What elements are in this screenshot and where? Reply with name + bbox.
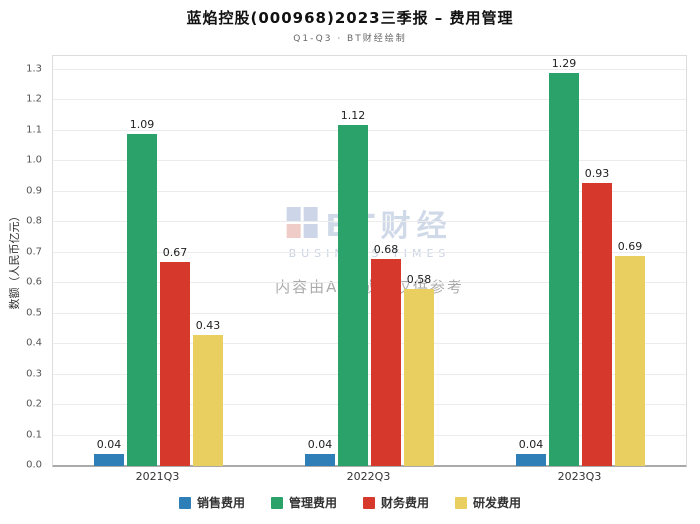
gridline <box>53 68 686 70</box>
bar-财务费用-2021Q3: 0.67 <box>160 246 190 466</box>
y-tick-label: 1.0 <box>26 154 42 166</box>
bar-财务费用-2022Q3: 0.68 <box>371 243 401 466</box>
gridline <box>53 312 686 314</box>
bar-销售费用-2023Q3: 0.04 <box>516 438 546 466</box>
bar-value-label: 0.04 <box>518 437 544 451</box>
gridline <box>53 190 686 192</box>
y-tick-label: 0.7 <box>26 246 42 258</box>
bar-value-label: 1.09 <box>129 117 155 131</box>
bar-研发费用-2023Q3: 0.69 <box>615 240 645 466</box>
bar-group-2023Q3: 0.04 1.29 0.93 0.69 <box>515 56 647 466</box>
bar-value-label: 0.04 <box>307 437 333 451</box>
y-tick-label: 0.0 <box>26 459 42 471</box>
bar-group-2022Q3: 0.04 1.12 0.68 0.58 <box>304 56 436 466</box>
legend-swatch <box>363 496 375 509</box>
x-tick-label-2022Q3: 2022Q3 <box>346 470 391 483</box>
legend: 销售费用 管理费用 财务费用 研发费用 <box>0 494 700 511</box>
y-tick-label: 0.3 <box>26 368 42 380</box>
bar-value-label: 0.43 <box>195 318 221 332</box>
bar-value-label: 1.29 <box>551 56 577 70</box>
y-tick-label: 0.5 <box>26 307 42 319</box>
bar-group-2021Q3: 0.04 1.09 0.67 0.43 <box>93 56 225 466</box>
gridline <box>53 282 686 284</box>
legend-item-管理费用: 管理费用 <box>270 494 337 511</box>
gridline <box>53 251 686 253</box>
bar-管理费用-2023Q3: 1.29 <box>549 57 579 466</box>
legend-item-销售费用: 销售费用 <box>178 494 245 511</box>
gridline <box>53 129 686 131</box>
legend-item-财务费用: 财务费用 <box>363 494 429 511</box>
bar-研发费用-2022Q3: 0.58 <box>404 273 434 466</box>
bar-销售费用-2021Q3: 0.04 <box>94 438 124 466</box>
legend-swatch <box>270 496 283 509</box>
gridline <box>53 434 686 436</box>
y-tick-label: 0.6 <box>26 276 42 288</box>
y-tick-label: 0.9 <box>26 185 42 197</box>
gridline <box>53 221 686 223</box>
y-tick-label: 0.2 <box>26 398 42 410</box>
bar-groups: 0.04 1.09 0.67 0.43 0.04 1.12 0.68 0.58 0.04 1.29… <box>53 56 686 466</box>
gridline <box>53 465 686 466</box>
x-tick-label-2021Q3: 2021Q3 <box>135 470 180 483</box>
legend-swatch <box>455 496 468 509</box>
bar-销售费用-2022Q3: 0.04 <box>305 438 335 466</box>
y-tick-label: 0.8 <box>26 215 42 227</box>
gridline <box>53 99 686 101</box>
gridline <box>53 404 686 406</box>
x-tick-label-2023Q3: 2023Q3 <box>557 470 602 483</box>
y-tick-label: 0.1 <box>26 429 42 441</box>
plot-area: BT财经 BUSINESS TIMES 内容由AI生成，仅供参考 0.04 1.0… <box>52 55 687 467</box>
y-tick-label: 0.4 <box>26 337 42 349</box>
legend-item-研发费用: 研发费用 <box>455 494 521 511</box>
bar-value-label: 0.93 <box>584 166 610 180</box>
y-tick-label: 1.1 <box>26 124 42 136</box>
page-subtitle: Q1-Q3 · BT财经绘制 <box>293 34 407 44</box>
page-title: 蓝焰控股(000968)2023三季报 – 费用管理 <box>186 9 514 27</box>
gridline <box>53 373 686 375</box>
bar-value-label: 1.12 <box>340 108 366 122</box>
legend-label: 销售费用 <box>196 496 245 510</box>
bar-财务费用-2023Q3: 0.93 <box>582 167 612 466</box>
bar-管理费用-2022Q3: 1.12 <box>338 109 368 466</box>
gridline <box>53 160 686 162</box>
bar-value-label: 0.69 <box>617 239 643 253</box>
gridline <box>53 343 686 345</box>
legend-label: 研发费用 <box>473 496 522 510</box>
bar-value-label: 0.68 <box>373 242 399 256</box>
legend-swatch <box>178 496 191 509</box>
legend-label: 管理费用 <box>288 496 337 510</box>
bar-value-label: 0.58 <box>406 273 432 287</box>
y-axis-ticks: 0.0 0.1 0.2 0.3 0.4 0.5 0.6 0.7 0.8 0.9 1.0 1.1 1.2 1… <box>0 55 48 470</box>
bar-研发费用-2021Q3: 0.43 <box>193 319 223 466</box>
legend-label: 财务费用 <box>381 496 430 510</box>
bar-管理费用-2021Q3: 1.09 <box>127 118 157 466</box>
x-axis-ticks: 2021Q3 2022Q3 2023Q3 <box>52 470 685 483</box>
bar-value-label: 0.04 <box>96 437 122 451</box>
y-tick-label: 1.2 <box>26 93 42 105</box>
y-tick-label: 1.3 <box>26 63 42 75</box>
bar-value-label: 0.67 <box>162 245 188 259</box>
